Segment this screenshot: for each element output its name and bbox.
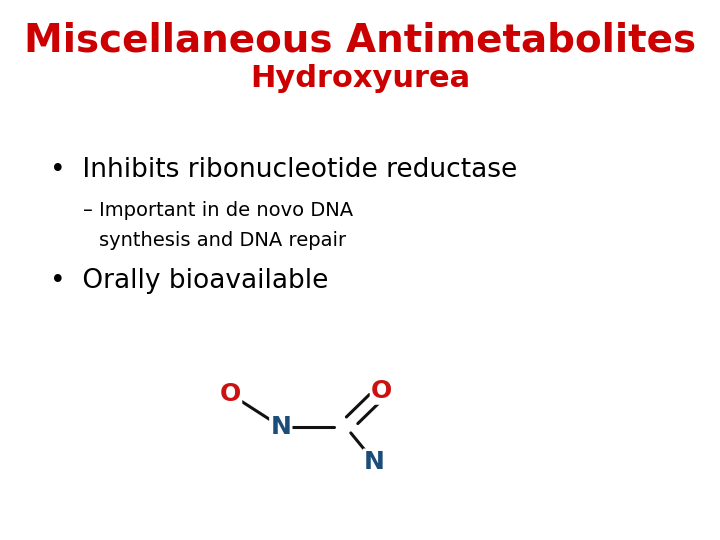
Text: Hydroxyurea: Hydroxyurea <box>250 64 470 93</box>
Text: •  Orally bioavailable: • Orally bioavailable <box>50 268 329 294</box>
Text: – Important in de novo DNA: – Important in de novo DNA <box>83 201 353 220</box>
Text: N: N <box>364 450 384 474</box>
Text: synthesis and DNA repair: synthesis and DNA repair <box>99 231 346 250</box>
Text: N: N <box>271 415 291 438</box>
Text: O: O <box>220 382 241 406</box>
Text: O: O <box>371 380 392 403</box>
Text: •  Inhibits ribonucleotide reductase: • Inhibits ribonucleotide reductase <box>50 157 518 183</box>
Text: Miscellaneous Antimetabolites: Miscellaneous Antimetabolites <box>24 22 696 59</box>
